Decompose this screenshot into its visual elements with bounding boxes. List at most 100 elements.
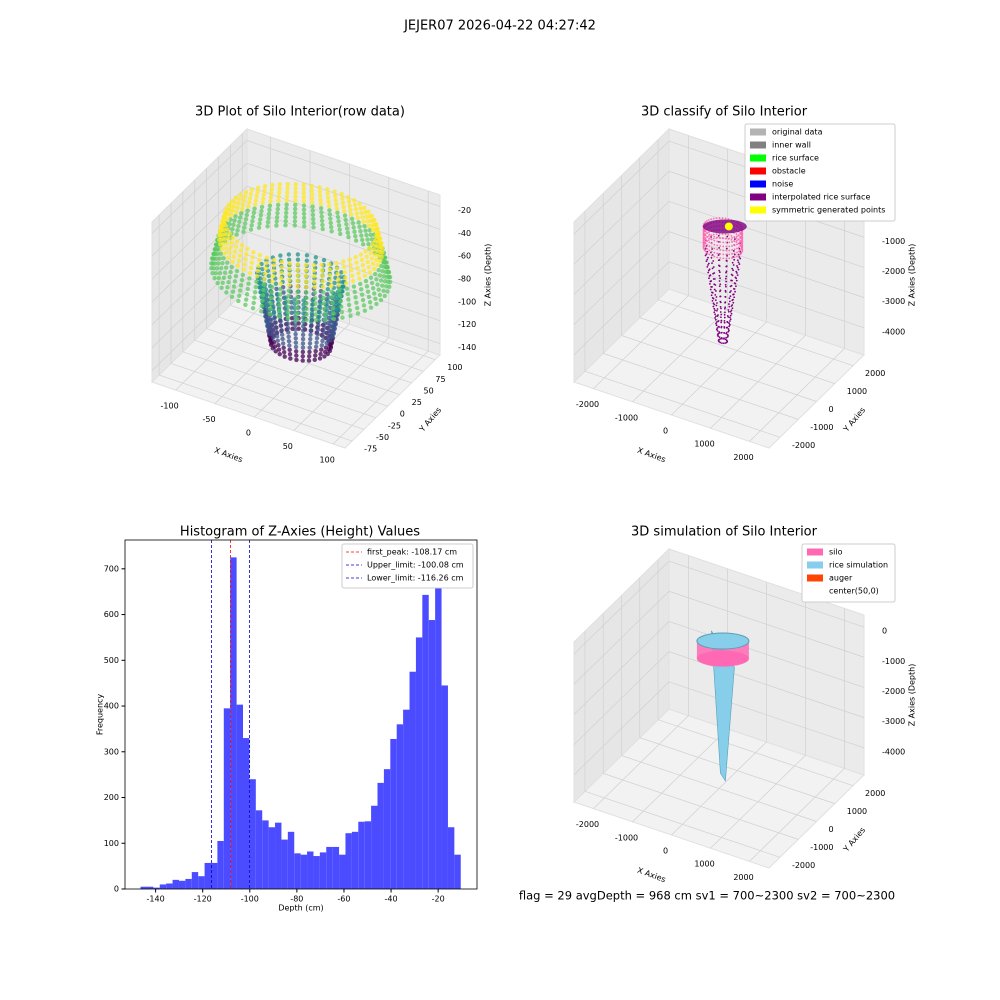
point bbox=[273, 281, 279, 286]
bar bbox=[236, 704, 244, 889]
point bbox=[274, 219, 279, 224]
point bbox=[319, 218, 325, 223]
point bbox=[313, 255, 319, 260]
point bbox=[263, 266, 268, 271]
point bbox=[252, 206, 257, 211]
point bbox=[355, 215, 360, 221]
grid-line bbox=[668, 590, 865, 658]
point bbox=[317, 185, 322, 190]
z-tick-label: -3000 bbox=[882, 717, 905, 726]
point bbox=[259, 303, 264, 309]
point bbox=[307, 345, 312, 350]
point bbox=[312, 357, 317, 362]
point bbox=[262, 183, 268, 189]
grid-line bbox=[584, 790, 781, 858]
legend-swatch bbox=[807, 561, 823, 569]
point bbox=[328, 318, 333, 324]
point bbox=[711, 296, 714, 299]
point bbox=[736, 239, 738, 242]
point bbox=[710, 294, 713, 297]
point bbox=[710, 242, 713, 245]
point bbox=[287, 261, 293, 266]
point bbox=[329, 224, 334, 230]
point bbox=[727, 328, 730, 330]
point bbox=[714, 318, 717, 321]
point bbox=[277, 297, 282, 303]
y-tick-label: -2000 bbox=[792, 861, 815, 870]
point bbox=[380, 268, 385, 274]
x-tick-label: -100 bbox=[241, 895, 259, 904]
grid-line bbox=[668, 560, 865, 628]
point bbox=[267, 317, 273, 322]
point bbox=[715, 296, 718, 298]
point bbox=[353, 207, 359, 212]
point bbox=[317, 314, 322, 319]
point bbox=[376, 287, 381, 292]
point bbox=[223, 246, 229, 251]
point bbox=[271, 335, 276, 340]
point bbox=[729, 295, 732, 298]
point bbox=[264, 255, 270, 260]
point bbox=[733, 288, 736, 290]
legend-box bbox=[801, 543, 896, 603]
point bbox=[706, 236, 709, 238]
point bbox=[728, 305, 731, 308]
point bbox=[246, 204, 251, 209]
point bbox=[739, 249, 742, 252]
point bbox=[325, 286, 331, 292]
bar bbox=[275, 822, 282, 889]
x-tick-label: -1000 bbox=[615, 833, 638, 842]
point bbox=[268, 301, 273, 306]
point bbox=[338, 231, 343, 237]
point bbox=[348, 262, 353, 268]
point bbox=[702, 239, 705, 242]
point bbox=[319, 343, 325, 348]
point bbox=[301, 324, 306, 329]
point bbox=[243, 189, 249, 195]
point bbox=[353, 295, 358, 300]
point bbox=[271, 268, 276, 274]
point bbox=[292, 223, 298, 228]
bar bbox=[185, 878, 192, 889]
point bbox=[344, 286, 350, 291]
point bbox=[357, 276, 362, 281]
point bbox=[304, 317, 309, 323]
z-tick-label: 0 bbox=[882, 627, 887, 636]
point bbox=[332, 193, 338, 198]
point bbox=[375, 262, 380, 268]
point bbox=[735, 241, 738, 243]
point bbox=[217, 256, 222, 261]
y-tick-label: 0 bbox=[829, 825, 834, 834]
point bbox=[241, 198, 247, 203]
point bbox=[733, 296, 736, 299]
legend-label: Lower_limit: -116.26 cm bbox=[367, 574, 464, 583]
point bbox=[728, 249, 731, 252]
x-tick-label: 0 bbox=[246, 429, 251, 438]
bar bbox=[339, 854, 346, 889]
point bbox=[704, 246, 707, 249]
point bbox=[729, 318, 732, 321]
point bbox=[727, 218, 730, 220]
point bbox=[339, 270, 344, 275]
point bbox=[307, 354, 312, 359]
point bbox=[735, 277, 738, 280]
point bbox=[716, 244, 719, 247]
point bbox=[307, 341, 313, 346]
point bbox=[366, 209, 371, 214]
point bbox=[368, 305, 374, 310]
point bbox=[716, 309, 718, 312]
point bbox=[244, 212, 249, 218]
point bbox=[704, 221, 707, 224]
point bbox=[706, 220, 708, 222]
point bbox=[269, 326, 274, 331]
point bbox=[707, 271, 710, 274]
point bbox=[278, 253, 283, 258]
point bbox=[706, 265, 709, 268]
point bbox=[231, 254, 237, 260]
point bbox=[272, 257, 277, 263]
point bbox=[341, 264, 347, 270]
legend-swatch bbox=[750, 128, 766, 136]
point bbox=[337, 227, 342, 232]
point bbox=[736, 235, 738, 238]
x-axis-label: Depth (cm) bbox=[278, 904, 323, 913]
